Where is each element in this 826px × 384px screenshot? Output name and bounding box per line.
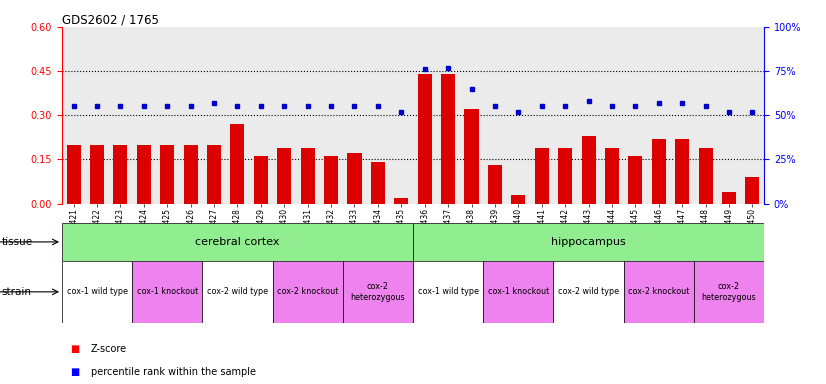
Bar bbox=[113, 145, 127, 204]
Bar bbox=[202, 261, 273, 323]
Bar bbox=[488, 165, 502, 204]
Bar bbox=[582, 136, 596, 204]
Bar bbox=[207, 145, 221, 204]
Bar bbox=[132, 261, 202, 323]
Text: cox-1 wild type: cox-1 wild type bbox=[67, 287, 127, 296]
Bar bbox=[418, 74, 432, 204]
Bar bbox=[394, 198, 408, 204]
Bar bbox=[343, 261, 413, 323]
Bar bbox=[90, 145, 104, 204]
Bar bbox=[62, 223, 413, 261]
Text: Z-score: Z-score bbox=[91, 344, 127, 354]
Text: cox-2 wild type: cox-2 wild type bbox=[206, 287, 268, 296]
Bar bbox=[624, 261, 694, 323]
Bar bbox=[301, 147, 315, 204]
Bar bbox=[722, 192, 736, 204]
Text: cox-2 knockout: cox-2 knockout bbox=[277, 287, 339, 296]
Bar bbox=[371, 162, 385, 204]
Text: tissue: tissue bbox=[2, 237, 33, 247]
Bar bbox=[348, 154, 362, 204]
Text: cox-2 knockout: cox-2 knockout bbox=[628, 287, 690, 296]
Bar bbox=[413, 261, 483, 323]
Text: cox-1 knockout: cox-1 knockout bbox=[487, 287, 549, 296]
Bar bbox=[254, 156, 268, 204]
Bar bbox=[324, 156, 338, 204]
Bar bbox=[464, 109, 478, 204]
Text: GDS2602 / 1765: GDS2602 / 1765 bbox=[62, 14, 159, 27]
Text: percentile rank within the sample: percentile rank within the sample bbox=[91, 367, 256, 377]
Text: cerebral cortex: cerebral cortex bbox=[195, 237, 280, 247]
Bar bbox=[511, 195, 525, 204]
Text: cox-2
heterozygous: cox-2 heterozygous bbox=[701, 282, 757, 301]
Bar bbox=[137, 145, 151, 204]
Bar bbox=[534, 147, 548, 204]
Bar bbox=[553, 261, 624, 323]
Bar bbox=[699, 147, 713, 204]
Bar bbox=[278, 147, 292, 204]
Bar bbox=[62, 261, 132, 323]
Bar bbox=[483, 261, 553, 323]
Text: cox-2
heterozygous: cox-2 heterozygous bbox=[350, 282, 406, 301]
Bar bbox=[230, 124, 244, 204]
Bar bbox=[629, 156, 643, 204]
Text: cox-2 wild type: cox-2 wild type bbox=[558, 287, 620, 296]
Text: ■: ■ bbox=[70, 367, 79, 377]
Bar bbox=[675, 139, 689, 204]
Text: strain: strain bbox=[2, 287, 31, 297]
Bar bbox=[441, 74, 455, 204]
Bar bbox=[413, 223, 764, 261]
Bar bbox=[273, 261, 343, 323]
Bar bbox=[652, 139, 666, 204]
Bar bbox=[558, 147, 572, 204]
Text: cox-1 knockout: cox-1 knockout bbox=[136, 287, 198, 296]
Text: hippocampus: hippocampus bbox=[551, 237, 626, 247]
Bar bbox=[745, 177, 759, 204]
Bar bbox=[694, 261, 764, 323]
Text: ■: ■ bbox=[70, 344, 79, 354]
Bar bbox=[67, 145, 81, 204]
Bar bbox=[605, 147, 619, 204]
Bar bbox=[183, 145, 197, 204]
Bar bbox=[160, 145, 174, 204]
Text: cox-1 wild type: cox-1 wild type bbox=[418, 287, 478, 296]
